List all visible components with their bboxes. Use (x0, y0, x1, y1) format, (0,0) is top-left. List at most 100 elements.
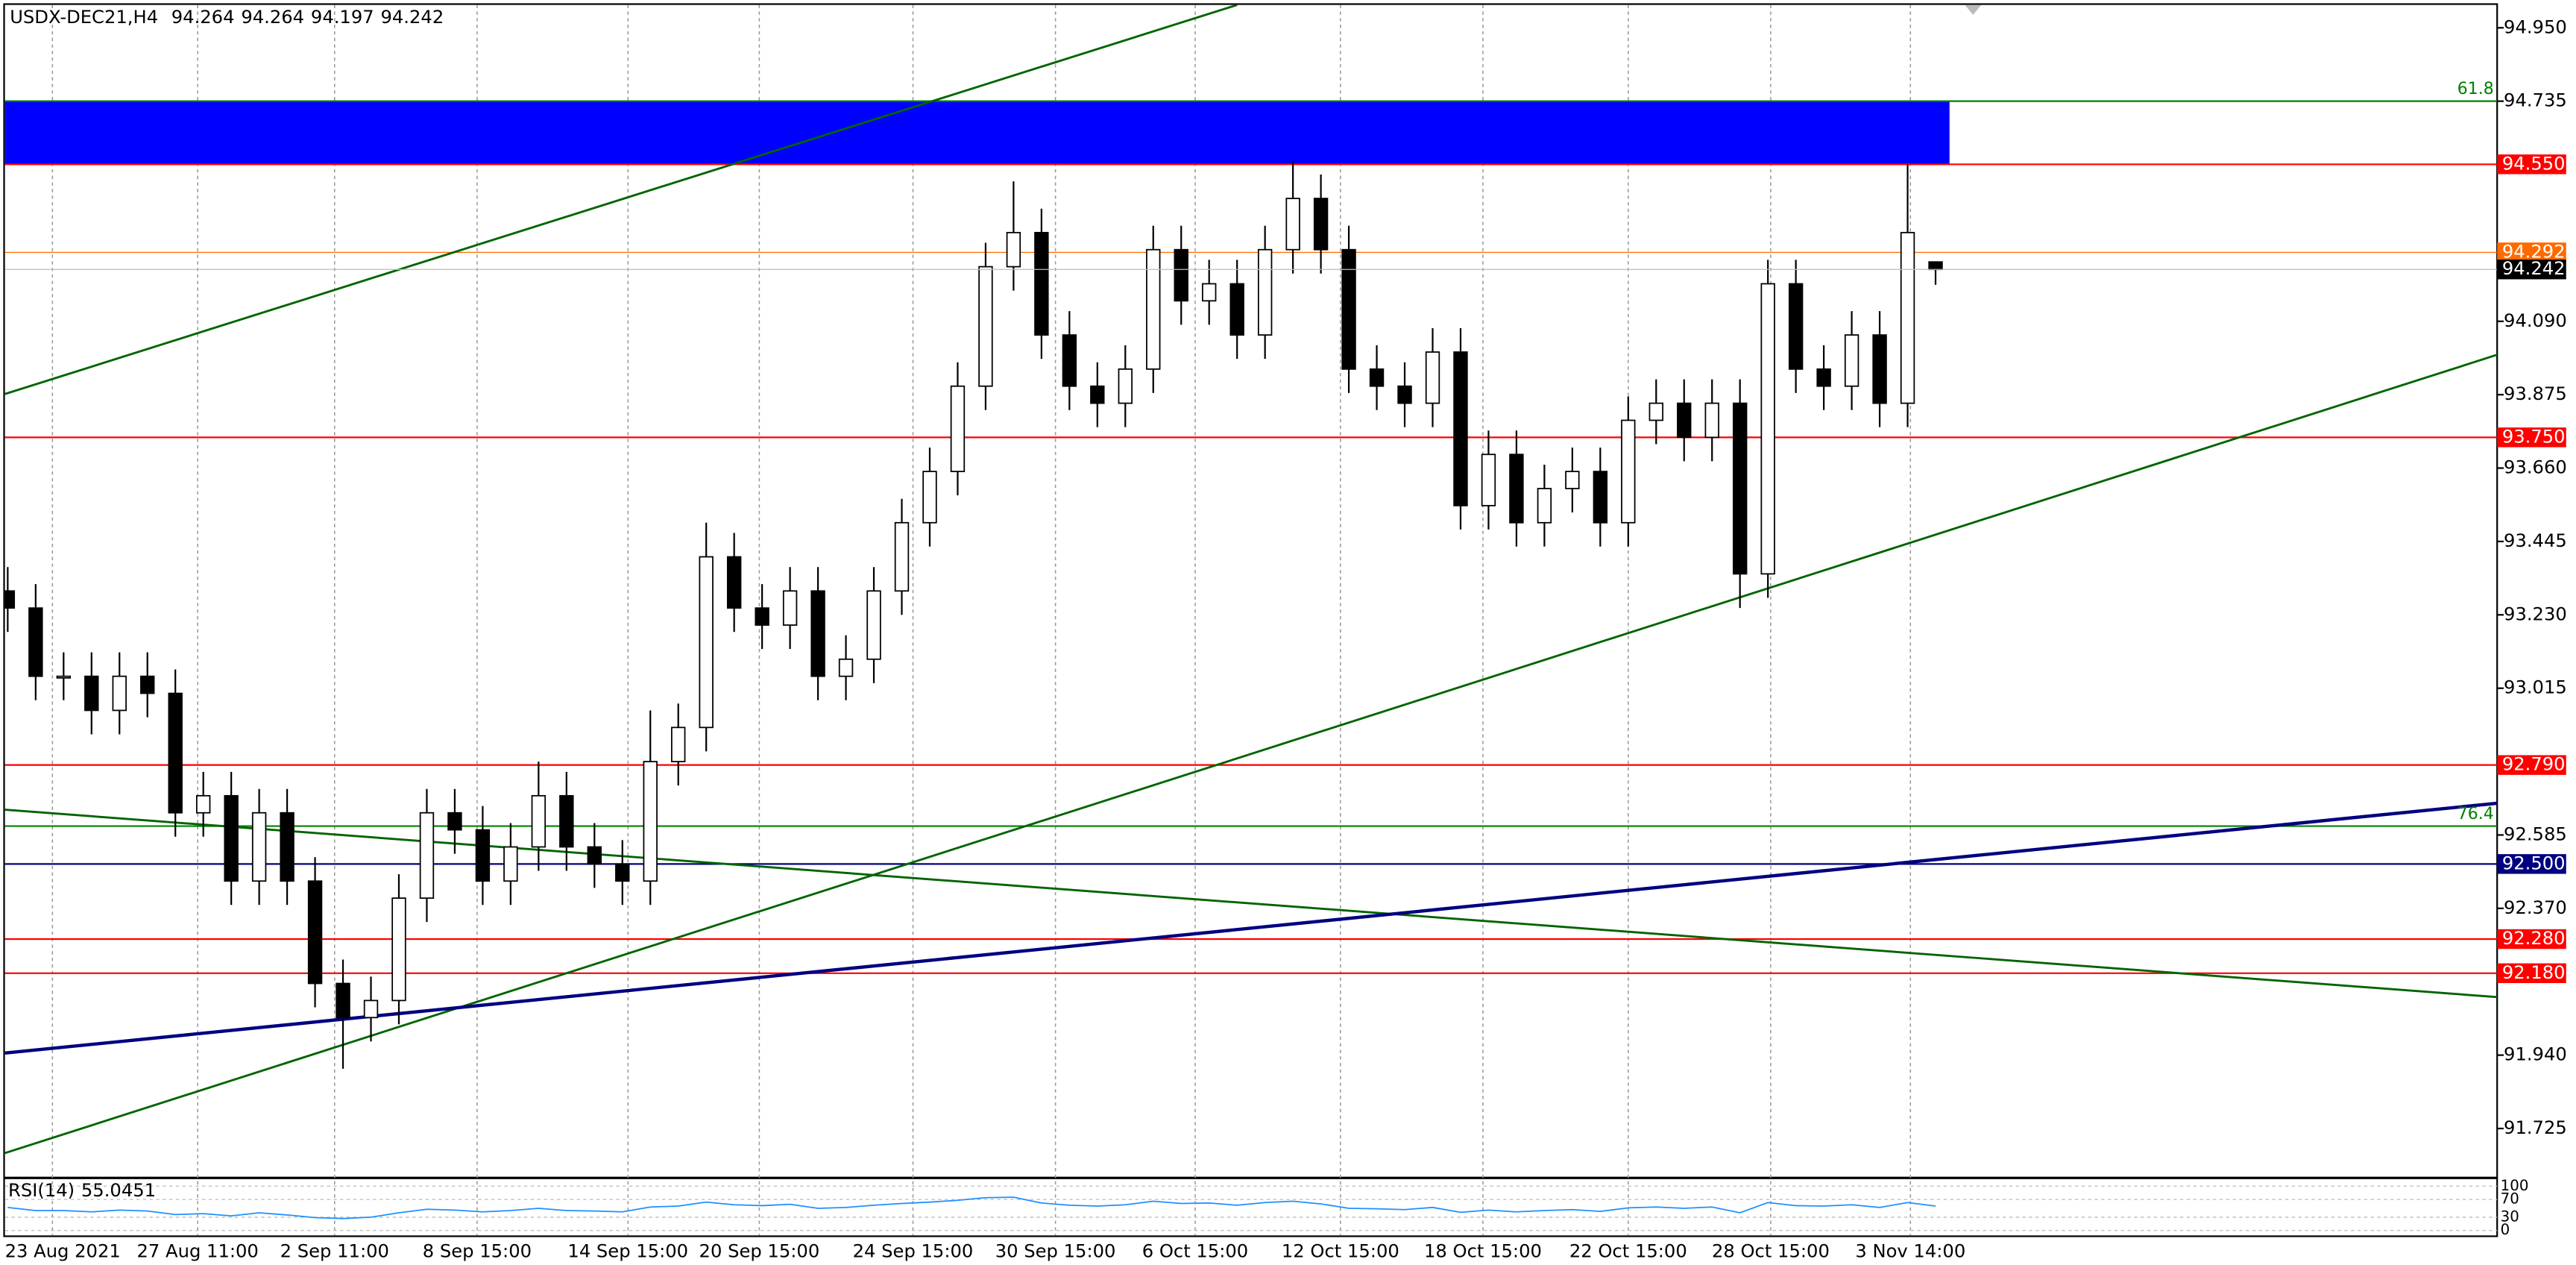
y-tick-label: 94.950 (2504, 16, 2567, 37)
candle-body (1565, 471, 1580, 489)
y-tick-label: 91.725 (2504, 1117, 2567, 1138)
candle-body (1006, 231, 1021, 268)
y-tick-label: 93.660 (2504, 457, 2567, 478)
x-tick-label: 8 Sep 15:00 (423, 1240, 532, 1261)
y-tick-label: 92.585 (2504, 823, 2567, 844)
candle-body (224, 794, 239, 882)
y-tick-label: 93.445 (2504, 530, 2567, 551)
level-label: 93.750 (2502, 426, 2566, 447)
bid-label-box (2497, 260, 2566, 280)
rsi-current: 55.0451 (81, 1180, 156, 1201)
rsi-name: RSI(14) (8, 1180, 75, 1201)
candle-body (1928, 261, 1943, 271)
y-tick-label: 92.370 (2504, 897, 2567, 918)
y-tick-label: 91.940 (2504, 1044, 2567, 1065)
candle-body (894, 521, 910, 592)
trend-line (4, 354, 2498, 1155)
candle-body (1229, 283, 1244, 336)
x-tick-label: 28 Oct 15:00 (1712, 1240, 1830, 1261)
level-label-box (2497, 963, 2566, 984)
candle-body (1118, 368, 1133, 404)
candle-body (336, 982, 350, 1019)
chart-header: USDX-DEC21,H4 94.264 94.264 94.197 94.242 (10, 7, 444, 28)
x-tick-label: 14 Sep 15:00 (567, 1240, 688, 1261)
candle-body (140, 675, 155, 694)
level-label: 92.790 (2502, 754, 2566, 775)
rsi-tick-label: 30 (2501, 1208, 2519, 1225)
candle-body (559, 794, 574, 848)
plot-area (4, 4, 2498, 1155)
candle-body (1453, 351, 1468, 506)
candle-body (1593, 471, 1608, 524)
level-label: 92.180 (2502, 962, 2566, 983)
y-tick-label: 94.090 (2504, 310, 2567, 331)
level-label: 92.500 (2502, 853, 2566, 873)
candle-body (1733, 402, 1748, 575)
rsi-tick-label: 100 (2501, 1177, 2529, 1194)
candle-body (1537, 488, 1552, 524)
candle-body (699, 556, 714, 729)
y-tick-label: 93.230 (2504, 603, 2567, 624)
x-tick-label: 20 Sep 15:00 (699, 1240, 820, 1261)
candle-body (1341, 248, 1356, 370)
candle-body (838, 658, 854, 677)
candle-body (782, 590, 798, 626)
candle-body (1090, 385, 1105, 404)
candle-body (1257, 248, 1273, 336)
candle-body (1872, 334, 1887, 404)
candle-body (56, 675, 71, 679)
x-tick-label: 30 Sep 15:00 (995, 1240, 1116, 1261)
candle-body (1900, 231, 1915, 404)
shift-marker (1965, 4, 1982, 15)
candle-body (1062, 334, 1077, 387)
candle-body (1677, 402, 1692, 439)
candle-body (1788, 283, 1804, 370)
candle-body (810, 590, 825, 677)
x-tick-label: 2 Sep 11:00 (280, 1240, 389, 1261)
candle-body (671, 726, 686, 762)
price-axis: 23 Aug 2021 27 Aug 11:00 2 Sep 11:00 8 Sep … (5, 16, 2567, 1261)
candle-body (922, 471, 937, 524)
candle-body (84, 675, 99, 712)
x-tick-label: 24 Sep 15:00 (853, 1240, 974, 1261)
level-label-box (2497, 154, 2566, 175)
candle-body (280, 812, 295, 882)
candle-body (419, 812, 435, 900)
candle-body (866, 590, 881, 660)
candle-body (168, 692, 183, 814)
candle-body (307, 880, 323, 985)
candle-body (1648, 402, 1663, 421)
candle-body (1034, 231, 1049, 336)
candle-body (531, 794, 547, 848)
candle-body (726, 556, 742, 609)
level-label: 94.550 (2502, 153, 2566, 174)
header-open: 94.264 (171, 7, 235, 28)
candle-body (1509, 453, 1524, 524)
candle-body (1313, 198, 1329, 251)
rsi-line (7, 1196, 1936, 1220)
fibo-label: 76.4 (2457, 805, 2494, 823)
candle-body (1704, 402, 1719, 439)
candle-body (1174, 248, 1188, 302)
trend-line (4, 4, 1238, 395)
candle-body (112, 675, 127, 712)
candle-body (1425, 351, 1440, 404)
candle-body (950, 385, 966, 473)
candle-body (363, 999, 379, 1019)
candle-body (391, 897, 406, 1002)
level-label-box (2497, 929, 2566, 949)
candle-body (251, 812, 267, 882)
trend-line (4, 801, 2498, 1055)
candle-body (1146, 248, 1161, 370)
candle-body (978, 266, 993, 387)
frame (3, 3, 2498, 1237)
candle-body (755, 607, 769, 626)
candle-body (1621, 419, 1636, 524)
candle-body (503, 846, 518, 882)
candle-body (615, 863, 630, 882)
x-tick-label: 27 Aug 11:00 (137, 1240, 259, 1261)
